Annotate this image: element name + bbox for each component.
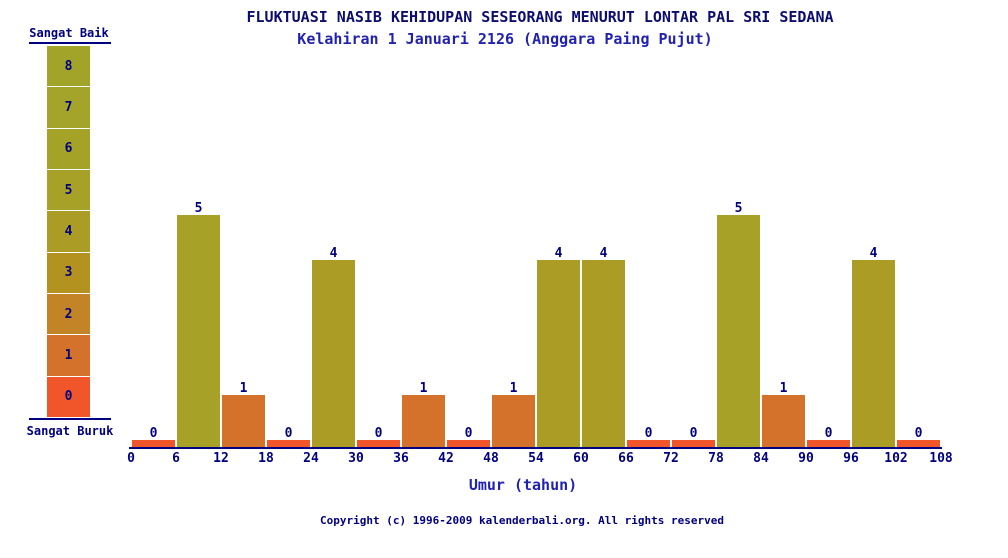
bar-value-label: 0: [689, 426, 698, 441]
bar-age-30-36: [356, 440, 401, 448]
x-axis-title: Umur (tahun): [468, 476, 578, 494]
legend-cell-4: 4: [47, 211, 90, 252]
x-tick-24: 24: [303, 451, 319, 466]
bar-value-label: 5: [194, 201, 203, 216]
bar-value-label: 1: [509, 381, 518, 396]
legend-cell-6: 6: [47, 128, 90, 169]
bar-value-label: 4: [554, 246, 563, 261]
legend-bottom-rule: [29, 418, 111, 420]
legend-cell-2: 2: [47, 293, 90, 335]
bar-age-42-48: [446, 440, 491, 448]
bar-age-78-84: [716, 215, 761, 448]
bar-value-label: 1: [239, 381, 248, 396]
x-tick-48: 48: [483, 451, 499, 466]
x-tick-36: 36: [393, 451, 409, 466]
bar-value-label: 4: [869, 246, 878, 261]
x-tick-102: 102: [884, 451, 908, 466]
bar-age-72-78: [671, 440, 716, 448]
chart-title: FLUKTUASI NASIB KEHIDUPAN SESEORANG MENU…: [246, 8, 834, 26]
legend-best-label: Sangat Baik: [29, 26, 109, 40]
x-tick-42: 42: [438, 451, 454, 466]
bar-age-90-96: [806, 440, 851, 448]
legend-cell-3: 3: [47, 252, 90, 293]
copyright-text: Copyright (c) 1996-2009 kalenderbali.org…: [320, 514, 724, 527]
bar-age-96-102: [851, 260, 896, 448]
chart-subtitle: Kelahiran 1 Januari 2126 (Anggara Paing …: [297, 30, 713, 48]
legend-cell-7: 7: [47, 87, 90, 128]
legend-top-rule: [29, 42, 111, 44]
bar-age-102-108: [896, 440, 941, 448]
bar-value-label: 0: [284, 426, 293, 441]
bar-age-66-72: [626, 440, 671, 448]
bar-value-label: 1: [419, 381, 428, 396]
bar-age-24-30: [311, 260, 356, 448]
bar-value-label: 5: [734, 201, 743, 216]
x-tick-18: 18: [258, 451, 274, 466]
bar-age-0-6: [131, 440, 176, 448]
bar-value-label: 0: [149, 426, 158, 441]
bar-value-label: 4: [599, 246, 608, 261]
x-tick-60: 60: [573, 451, 589, 466]
bar-value-label: 0: [824, 426, 833, 441]
bar-age-36-42: [401, 395, 446, 448]
bar-value-label: 4: [329, 246, 338, 261]
bar-age-12-18: [221, 395, 266, 448]
x-axis-ticks: 0 6 12 18 24 30 36 42 48 54 60 66 72 78 84 90 96 102 108: [127, 451, 953, 468]
legend-cell-8: 8: [47, 46, 90, 87]
x-tick-84: 84: [753, 451, 769, 466]
legend-cell-0: 0: [47, 376, 90, 417]
x-tick-12: 12: [213, 451, 229, 466]
bar-value-label: 0: [374, 426, 383, 441]
x-axis-line: [129, 447, 942, 449]
bar-value-label: 0: [464, 426, 473, 441]
x-tick-96: 96: [843, 451, 859, 466]
x-tick-78: 78: [708, 451, 724, 466]
x-tick-54: 54: [528, 451, 544, 466]
bar-age-6-12: [176, 215, 221, 448]
x-tick-72: 72: [663, 451, 679, 466]
bar-age-48-54: [491, 395, 536, 448]
bar-age-84-90: [761, 395, 806, 448]
bar-age-60-66: [581, 260, 626, 448]
bar-value-label: 1: [779, 381, 788, 396]
bar-value-label: 0: [914, 426, 923, 441]
legend-cell-1: 1: [47, 335, 90, 376]
x-tick-90: 90: [798, 451, 814, 466]
bar-value-label: 0: [644, 426, 653, 441]
legend-cell-5: 5: [47, 169, 90, 211]
x-tick-30: 30: [348, 451, 364, 466]
bar-age-18-24: [266, 440, 311, 448]
x-tick-108: 108: [929, 451, 953, 466]
x-tick-0: 0: [127, 451, 135, 466]
x-tick-6: 6: [172, 451, 180, 466]
legend-worst-label: Sangat Buruk: [26, 424, 114, 438]
bar-age-54-60: [536, 260, 581, 448]
x-tick-66: 66: [618, 451, 634, 466]
